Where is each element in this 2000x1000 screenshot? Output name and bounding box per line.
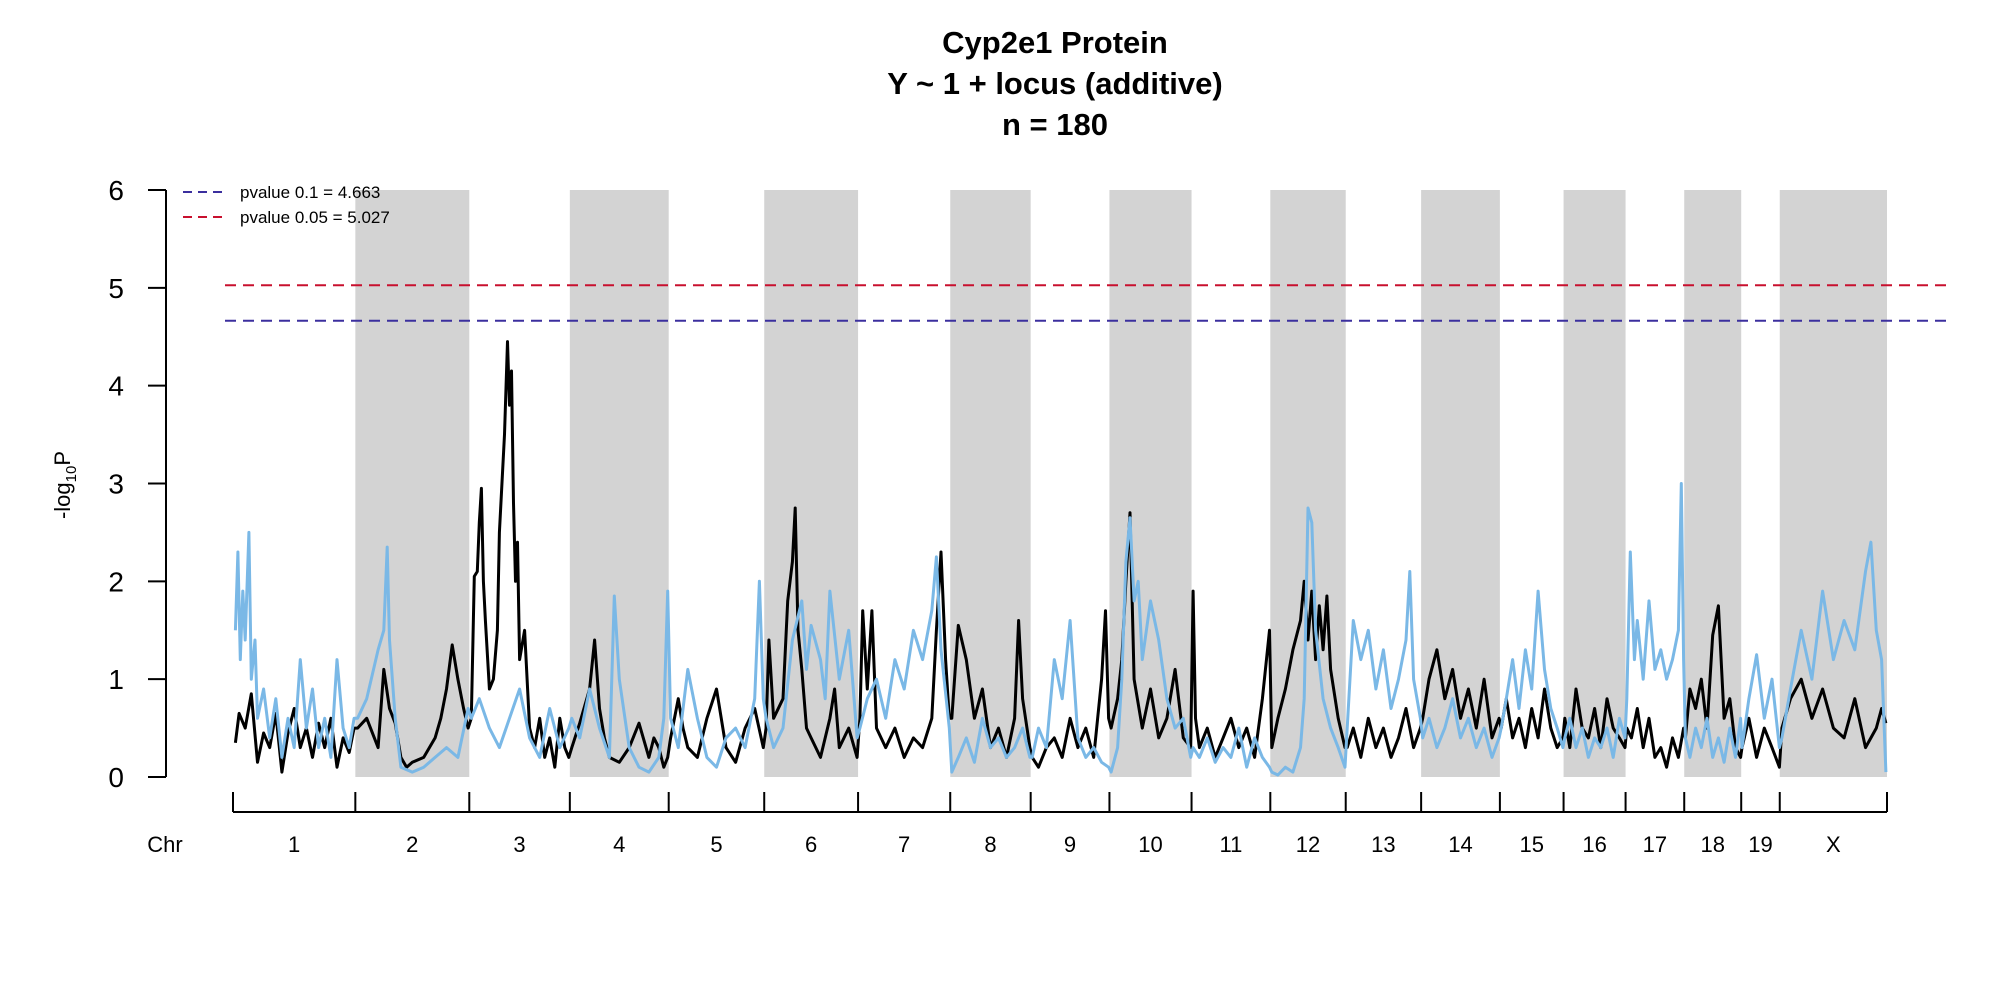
lod-series <box>233 340 1888 777</box>
chr-label-7: 7 <box>898 832 910 857</box>
y-tick-label-1: 1 <box>108 664 124 695</box>
y-axis-label: -log10P <box>50 451 80 519</box>
y-tick-label-2: 2 <box>108 566 124 597</box>
chr-label-15: 15 <box>1519 832 1543 857</box>
shade-chr-16 <box>1563 190 1626 777</box>
y-tick-label-5: 5 <box>108 273 124 304</box>
chr-label-8: 8 <box>984 832 996 857</box>
title-line-2: Y ~ 1 + locus (additive) <box>887 66 1222 101</box>
y-axis: 0 1 2 3 4 5 6 <box>108 175 167 793</box>
chr-label-1: 1 <box>288 832 300 857</box>
y-tick-label-3: 3 <box>108 469 124 500</box>
chr-label-2: 2 <box>406 832 418 857</box>
y-axis-label-main: -log <box>50 482 75 519</box>
shade-chr-2 <box>355 190 470 777</box>
shade-chr-8 <box>950 190 1031 777</box>
shade-chr-X <box>1779 190 1887 777</box>
series-line-0 <box>233 340 1888 774</box>
chart-title: Cyp2e1 Protein Y ~ 1 + locus (additive) … <box>887 25 1222 142</box>
chr-label-4: 4 <box>613 832 625 857</box>
title-line-3: n = 180 <box>1002 107 1108 142</box>
chr-label-13: 13 <box>1371 832 1395 857</box>
chr-label-12: 12 <box>1296 832 1320 857</box>
legend-label-0: pvalue 0.1 = 4.663 <box>240 183 380 202</box>
y-tick-label-0: 0 <box>108 762 124 793</box>
y-axis-label-subscript: 10 <box>63 466 80 483</box>
series-line-1 <box>233 482 1888 777</box>
chr-label-17: 17 <box>1643 832 1667 857</box>
chr-axis-label: Chr <box>147 832 182 857</box>
chr-label-X: X <box>1826 832 1841 857</box>
chr-label-14: 14 <box>1448 832 1472 857</box>
chr-label-10: 10 <box>1138 832 1162 857</box>
legend: pvalue 0.1 = 4.663 pvalue 0.05 = 5.027 <box>183 183 390 227</box>
chromosome-shading <box>355 190 1887 777</box>
chr-label-16: 16 <box>1582 832 1606 857</box>
chr-label-18: 18 <box>1700 832 1724 857</box>
chr-label-11: 11 <box>1220 832 1243 857</box>
shade-chr-18 <box>1684 190 1742 777</box>
chr-label-5: 5 <box>710 832 722 857</box>
chr-label-3: 3 <box>513 832 525 857</box>
y-tick-label-6: 6 <box>108 175 124 206</box>
shade-chr-6 <box>764 190 859 777</box>
chr-label-9: 9 <box>1064 832 1076 857</box>
chr-label-19: 19 <box>1748 832 1772 857</box>
y-tick-label-4: 4 <box>108 371 124 402</box>
title-line-1: Cyp2e1 Protein <box>942 25 1168 60</box>
y-axis-label-tail: P <box>50 451 75 466</box>
threshold-lines <box>225 284 1953 322</box>
chr-label-6: 6 <box>805 832 817 857</box>
shade-chr-14 <box>1421 190 1500 777</box>
chromosome-axis: 1 2 3 4 5 6 7 8 9 10 11 12 13 14 15 16 17 18 19 X <box>232 792 1888 857</box>
legend-label-1: pvalue 0.05 = 5.027 <box>240 208 390 227</box>
